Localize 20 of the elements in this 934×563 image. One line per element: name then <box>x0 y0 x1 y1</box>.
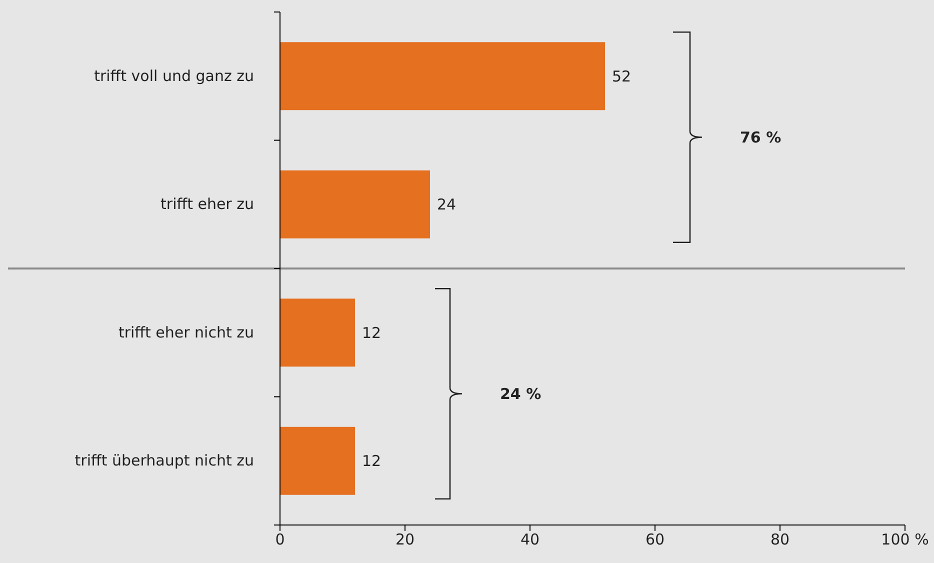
x-tick-label: 40 <box>520 530 540 549</box>
x-tick-label: 60 <box>645 530 665 549</box>
y-tick-label: trifft voll und ganz zu <box>94 66 254 85</box>
data-label: 52 <box>612 67 632 86</box>
x-tick-label: 20 <box>395 530 415 549</box>
bar <box>280 298 355 367</box>
data-label: 12 <box>362 452 382 470</box>
data-label: 24 <box>437 196 456 214</box>
bar <box>280 42 605 110</box>
x-tick-label: 100 % <box>881 530 929 549</box>
x-tick-label: 80 <box>770 530 790 549</box>
bar <box>280 426 355 495</box>
bar <box>280 170 430 238</box>
data-label: 12 <box>362 324 382 342</box>
x-tick-label: 0 <box>275 530 285 549</box>
annotation: 24 % <box>500 385 542 403</box>
y-tick-label: trifft eher nicht zu <box>118 323 254 342</box>
annotation: 76 % <box>740 128 782 146</box>
y-tick-label: trifft überhaupt nicht zu <box>74 452 254 470</box>
y-tick-label: trifft eher zu <box>160 195 254 214</box>
